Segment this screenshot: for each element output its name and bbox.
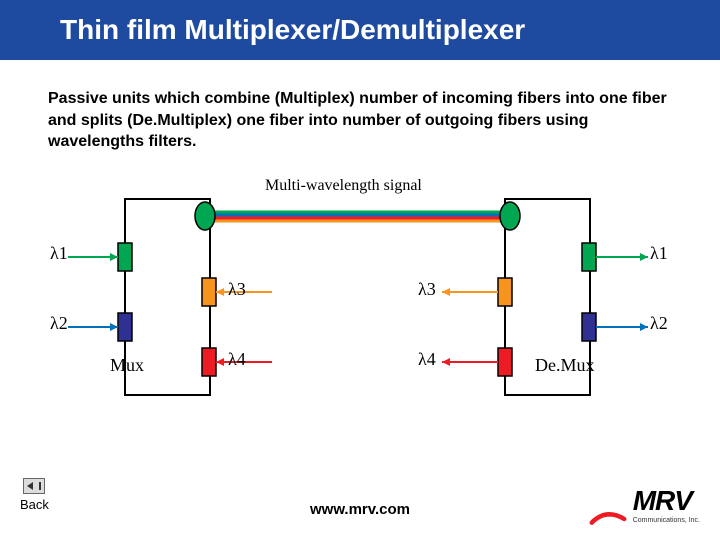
demux-label: De.Mux [535, 355, 595, 376]
lambda-right-1: λ1 [650, 243, 668, 264]
logo-subtext: Communications, Inc. [633, 517, 700, 528]
logo-text: MRV [633, 485, 700, 517]
logo: MRV Communications, Inc. [589, 485, 700, 528]
lambda-left-1: λ1 [50, 243, 68, 264]
lambda-right-3: λ3 [418, 279, 436, 300]
page-title: Thin film Multiplexer/Demultiplexer [60, 14, 525, 46]
lambda-right-4: λ4 [418, 349, 436, 370]
logo-swoosh-icon [589, 510, 627, 528]
mux-label: Mux [110, 355, 144, 376]
description-text: Passive units which combine (Multiplex) … [0, 60, 720, 163]
back-icon [23, 478, 45, 494]
lambda-right-2: λ2 [650, 313, 668, 334]
footer-url: www.mrv.com [310, 501, 410, 518]
title-bar: Thin film Multiplexer/Demultiplexer [0, 0, 720, 60]
mux-demux-diagram: Multi-wavelength signal [50, 185, 670, 425]
back-button[interactable]: Back [20, 478, 49, 512]
lambda-left-4: λ4 [228, 349, 246, 370]
lambda-left-2: λ2 [50, 313, 68, 334]
back-label: Back [20, 497, 49, 512]
lambda-left-3: λ3 [228, 279, 246, 300]
diagram-svg [50, 185, 670, 425]
